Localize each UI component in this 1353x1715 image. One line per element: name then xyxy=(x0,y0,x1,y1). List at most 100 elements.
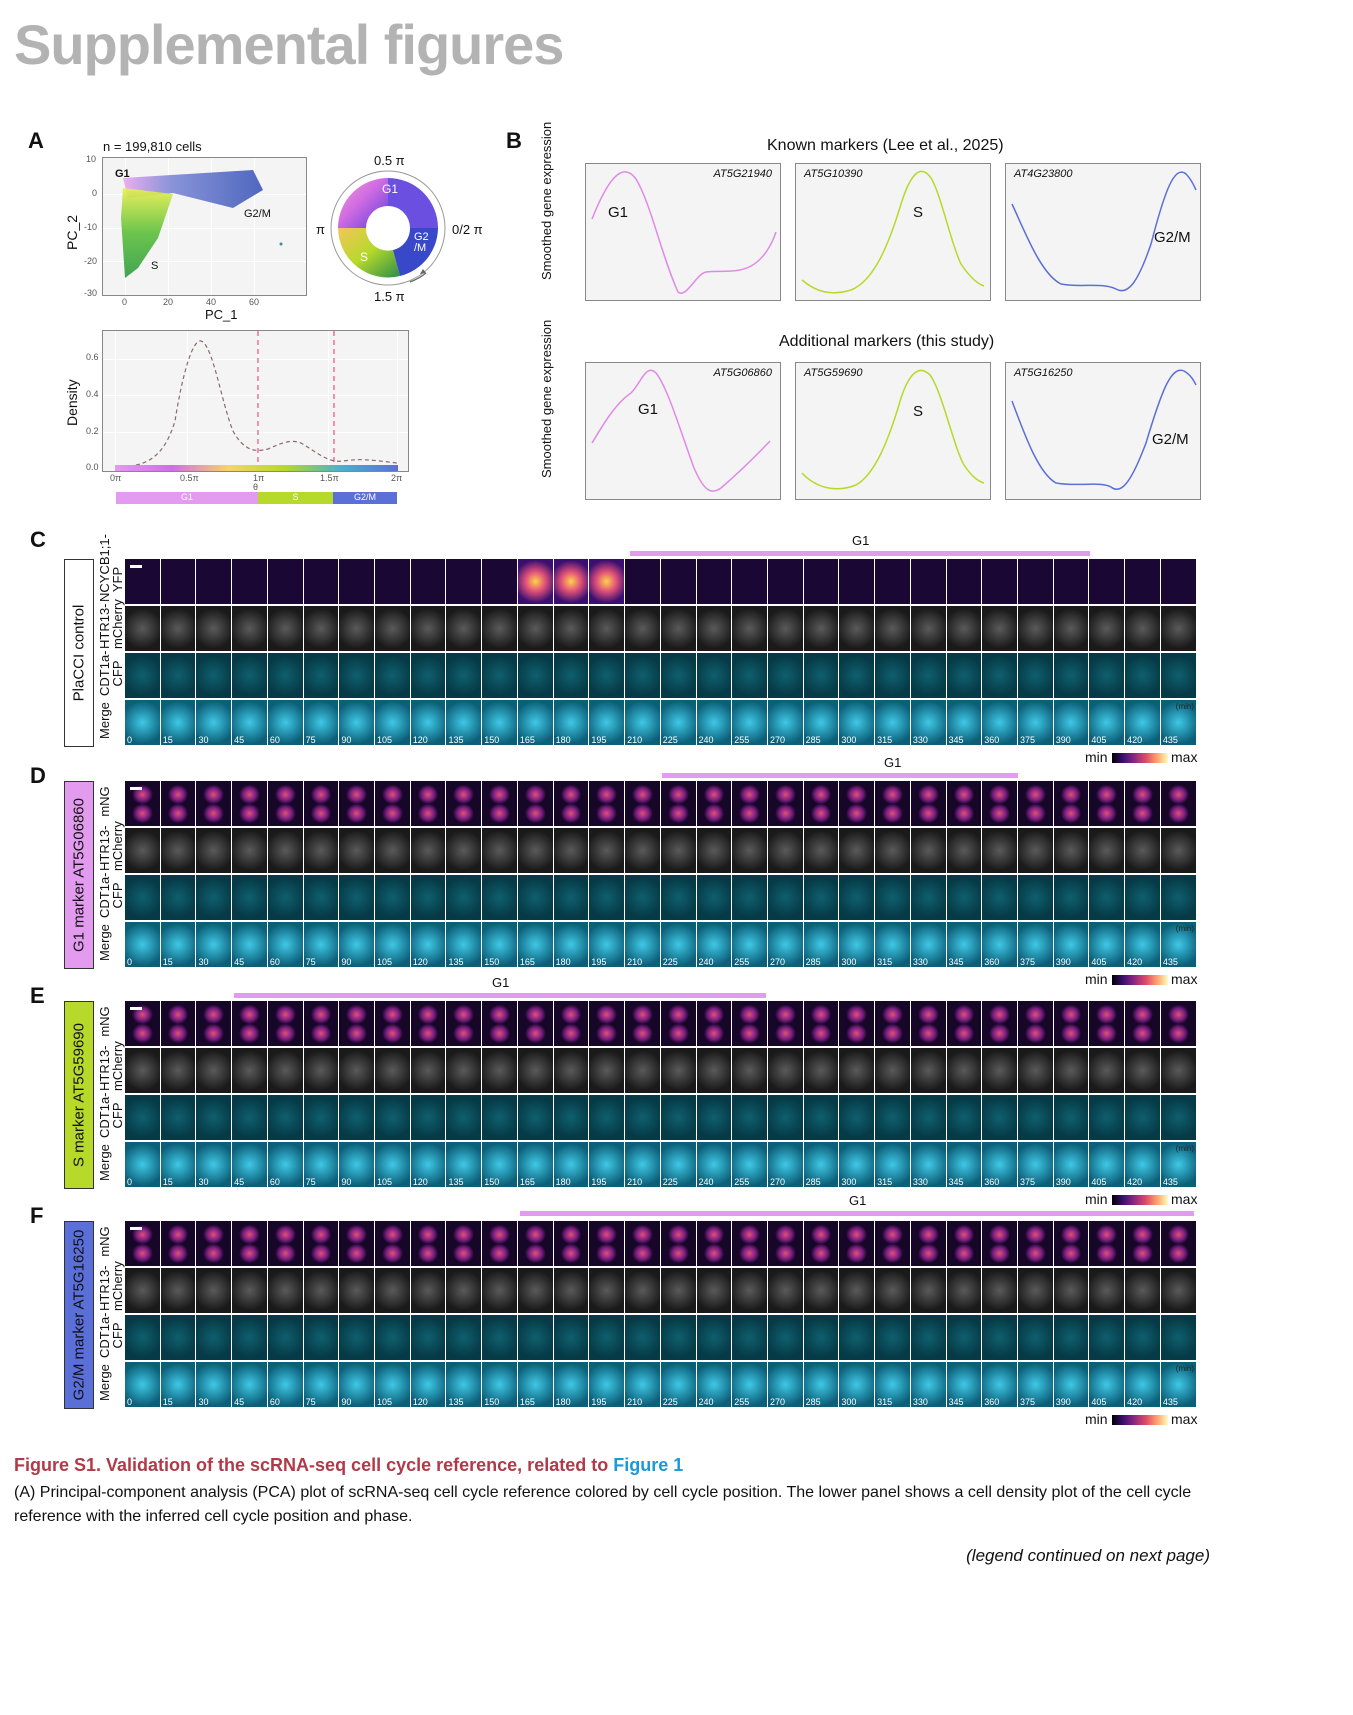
image-frame xyxy=(482,1268,518,1313)
image-frame xyxy=(517,1221,554,1266)
density-ytick: 0.6 xyxy=(86,352,99,362)
image-frame: 30 xyxy=(196,700,233,745)
image-frame xyxy=(660,653,697,698)
image-frame xyxy=(589,875,626,920)
image-frame xyxy=(1160,1315,1197,1360)
channel-label: CDT1a- CFP xyxy=(97,650,125,696)
expression-plot-at4g23800: AT4G23800 G2/M xyxy=(1005,163,1201,301)
image-frame: 315 xyxy=(875,1142,911,1187)
timepoint-label: 120 xyxy=(412,957,428,967)
image-frame xyxy=(910,1221,947,1266)
image-frame xyxy=(1053,1315,1090,1360)
image-frame xyxy=(1017,875,1054,920)
image-frame xyxy=(803,1001,840,1046)
channel-label: NCYCB1;1- YFP xyxy=(97,534,125,602)
pca-xtick: 40 xyxy=(206,297,217,307)
image-frame: 345 xyxy=(946,1142,983,1187)
image-frame xyxy=(410,875,447,920)
strain-label-box: PlaCCI control xyxy=(64,559,94,747)
smoothed-ylabel-bottom: Smoothed gene expression xyxy=(539,319,554,478)
image-frame xyxy=(732,1048,768,1093)
additional-markers-title: Additional markers (this study) xyxy=(779,333,995,350)
image-frame: 135 xyxy=(446,1362,483,1407)
image-frame xyxy=(196,559,233,604)
image-frame xyxy=(517,1001,554,1046)
density-plot xyxy=(102,330,409,472)
image-frame xyxy=(125,1048,161,1093)
image-frame xyxy=(125,1001,161,1046)
timepoint-label: 165 xyxy=(519,1397,535,1407)
image-frame xyxy=(1053,1221,1090,1266)
image-frame xyxy=(767,1221,804,1266)
image-frame xyxy=(375,1268,411,1313)
image-frame: 165 xyxy=(517,1362,554,1407)
image-frame xyxy=(125,1315,161,1360)
image-frame xyxy=(589,1221,626,1266)
image-frame: 60 xyxy=(267,1142,304,1187)
image-frame xyxy=(1053,606,1090,651)
image-frame: 225 xyxy=(660,922,697,967)
image-frame xyxy=(982,1315,1018,1360)
image-frame xyxy=(517,828,554,873)
image-frame xyxy=(625,559,661,604)
image-frame xyxy=(803,828,840,873)
timepoint-label: 105 xyxy=(377,957,393,967)
timepoint-label: 375 xyxy=(1019,957,1035,967)
image-frame xyxy=(482,828,518,873)
image-frame xyxy=(303,1315,340,1360)
density-curve xyxy=(114,331,398,471)
image-frame xyxy=(1125,1048,1161,1093)
image-frame xyxy=(553,1221,590,1266)
image-frame xyxy=(1017,1221,1054,1266)
image-frame: 360 xyxy=(982,922,1018,967)
image-frame xyxy=(1160,559,1197,604)
g1-bar xyxy=(630,551,1090,556)
image-frame xyxy=(625,1268,661,1313)
image-frame xyxy=(875,1221,911,1266)
image-frame xyxy=(625,1048,661,1093)
wheel-bottom-label: 1.5 π xyxy=(374,289,405,304)
pca-xlabel: PC_1 xyxy=(205,307,238,322)
image-frame xyxy=(875,781,911,826)
image-frame xyxy=(410,781,447,826)
timepoint-label: 300 xyxy=(841,735,857,745)
image-frame xyxy=(303,1268,340,1313)
pca-ytick: 0 xyxy=(92,188,98,198)
image-frame xyxy=(553,828,590,873)
image-frame: 45 xyxy=(232,1362,268,1407)
timepoint-label: 150 xyxy=(484,957,500,967)
image-frame xyxy=(1053,1095,1090,1140)
image-frame xyxy=(160,875,197,920)
image-row: 0 15 30 45 60 75 90 105 120 135 150 165 180 195 210 225… xyxy=(125,1362,1197,1407)
phase-label: G2/M xyxy=(1152,431,1189,448)
image-row xyxy=(125,1048,1197,1093)
image-frame: 330 xyxy=(910,700,947,745)
image-frame xyxy=(1017,559,1054,604)
image-frame xyxy=(803,1048,840,1093)
image-frame xyxy=(446,828,483,873)
image-frame xyxy=(875,606,911,651)
image-frame xyxy=(232,1315,268,1360)
image-frame xyxy=(339,1001,376,1046)
image-frame: 75 xyxy=(303,1142,340,1187)
image-frame: 210 xyxy=(625,700,661,745)
image-frame xyxy=(839,653,876,698)
image-frame xyxy=(125,606,161,651)
image-frame xyxy=(1017,1001,1054,1046)
image-frame xyxy=(839,1315,876,1360)
image-frame xyxy=(160,781,197,826)
image-frame xyxy=(982,1001,1018,1046)
figure-1-link[interactable]: Figure 1 xyxy=(613,1455,684,1475)
timepoint-label: 195 xyxy=(591,1177,607,1187)
image-frame: 270 xyxy=(767,1142,804,1187)
timepoint-label: 105 xyxy=(377,1177,393,1187)
image-frame xyxy=(910,1268,947,1313)
image-frame: 225 xyxy=(660,1142,697,1187)
image-frame: 375 xyxy=(1017,922,1054,967)
timepoint-label: 105 xyxy=(377,735,393,745)
image-frame: 330 xyxy=(910,1362,947,1407)
image-frame: 255 xyxy=(732,1142,768,1187)
image-frame xyxy=(732,1001,768,1046)
image-frame: 435 xyxy=(1160,1142,1197,1187)
image-frame xyxy=(982,1048,1018,1093)
